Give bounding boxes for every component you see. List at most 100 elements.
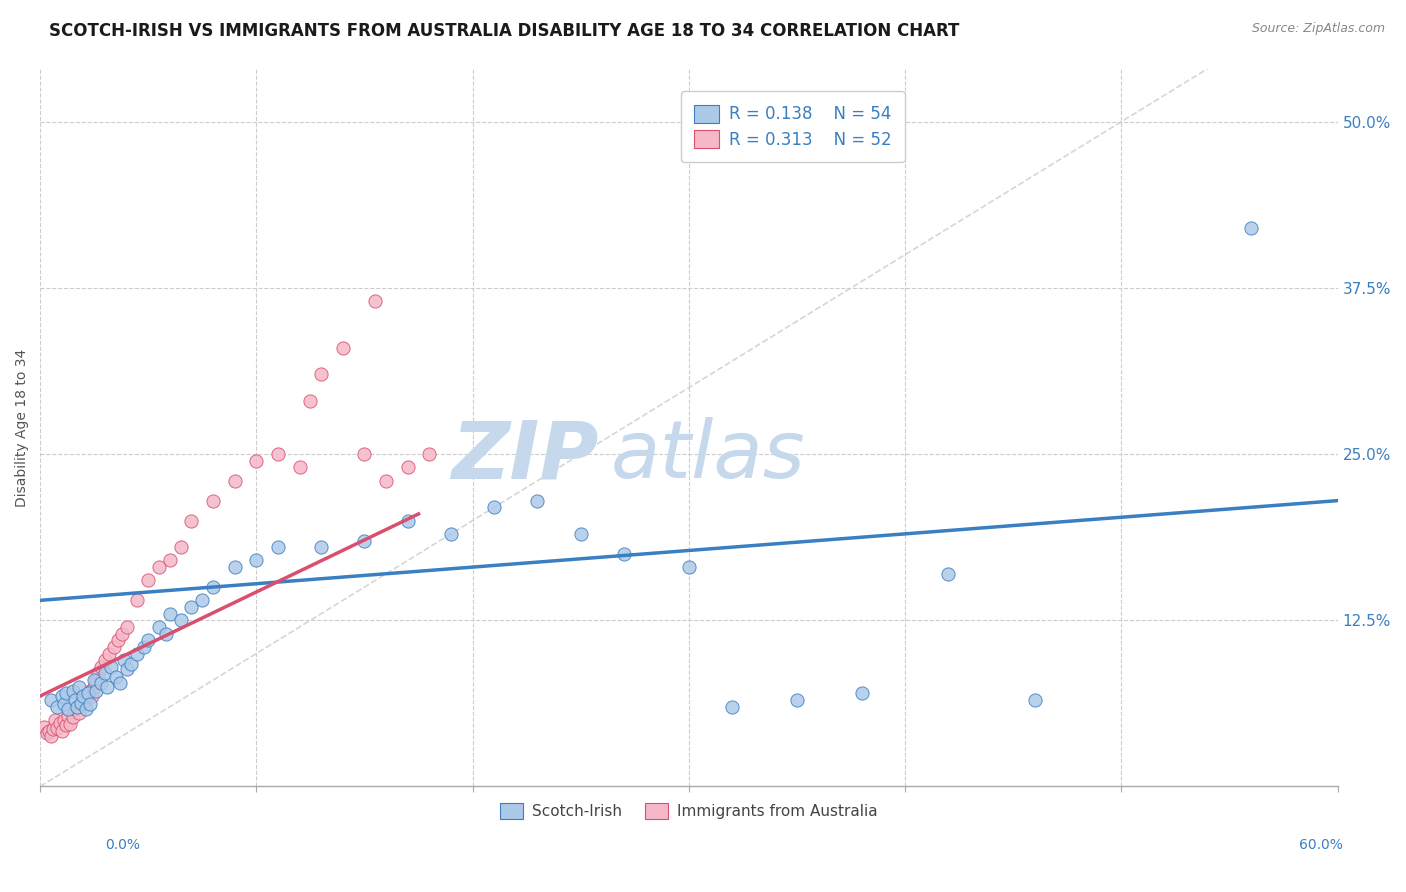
Point [80, 689, 103, 703]
Y-axis label: Disability Age 18 to 34: Disability Age 18 to 34 [15, 349, 30, 507]
Point [114, 653, 136, 667]
Point [63, 702, 86, 716]
Point [1024, 693, 1046, 707]
Point [72, 689, 94, 703]
Point [440, 526, 463, 541]
Point [418, 447, 440, 461]
Point [63, 693, 86, 707]
Point [94, 666, 117, 681]
Point [353, 447, 375, 461]
Point [39, 729, 62, 743]
Point [127, 647, 149, 661]
Text: 60.0%: 60.0% [1299, 838, 1343, 852]
Point [148, 560, 170, 574]
Point [104, 670, 127, 684]
Point [613, 547, 636, 561]
Point [170, 613, 193, 627]
Point [484, 500, 506, 515]
Point [46, 721, 69, 735]
Point [98, 647, 121, 661]
Point [79, 683, 101, 698]
Point [159, 553, 181, 567]
Point [1240, 221, 1263, 235]
Point [288, 460, 311, 475]
Point [100, 660, 122, 674]
Point [180, 514, 202, 528]
Point [721, 699, 744, 714]
Point [48, 715, 70, 730]
Point [353, 533, 375, 548]
Point [62, 683, 84, 698]
Point [83, 680, 105, 694]
Point [87, 666, 110, 681]
Point [396, 514, 419, 528]
Text: ZIP: ZIP [451, 417, 598, 495]
Point [224, 474, 246, 488]
Point [107, 633, 129, 648]
Point [299, 393, 322, 408]
Point [159, 607, 181, 621]
Point [155, 626, 177, 640]
Point [55, 686, 77, 700]
Point [35, 726, 58, 740]
Point [851, 686, 873, 700]
Point [52, 697, 75, 711]
Point [108, 675, 131, 690]
Point [526, 493, 548, 508]
Point [86, 683, 108, 698]
Point [72, 689, 94, 703]
Point [42, 723, 65, 737]
Point [375, 474, 398, 488]
Text: atlas: atlas [612, 417, 806, 495]
Point [245, 454, 267, 468]
Point [52, 713, 75, 727]
Point [70, 696, 93, 710]
Point [136, 574, 159, 588]
Point [79, 697, 101, 711]
Point [86, 673, 108, 687]
Point [396, 460, 419, 475]
Point [115, 620, 138, 634]
Point [90, 660, 112, 674]
Point [191, 593, 214, 607]
Point [180, 599, 202, 614]
Point [148, 620, 170, 634]
Point [678, 560, 700, 574]
Point [46, 699, 69, 714]
Point [224, 560, 246, 574]
Point [39, 693, 62, 707]
Point [245, 553, 267, 567]
Point [332, 341, 354, 355]
Point [55, 718, 77, 732]
Point [66, 699, 89, 714]
Point [59, 717, 82, 731]
Point [67, 680, 90, 694]
Point [75, 693, 97, 707]
Point [62, 710, 84, 724]
Point [202, 580, 225, 594]
Point [76, 686, 98, 700]
Point [76, 686, 98, 700]
Point [34, 720, 56, 734]
Point [83, 673, 105, 687]
Point [267, 447, 290, 461]
Point [70, 697, 93, 711]
Point [103, 640, 125, 654]
Point [96, 680, 118, 694]
Legend: Scotch-Irish, Immigrants from Australia: Scotch-Irish, Immigrants from Australia [494, 797, 884, 825]
Point [136, 633, 159, 648]
Point [58, 709, 80, 723]
Text: 0.0%: 0.0% [105, 838, 141, 852]
Point [51, 689, 73, 703]
Text: SCOTCH-IRISH VS IMMIGRANTS FROM AUSTRALIA DISABILITY AGE 18 TO 34 CORRELATION CH: SCOTCH-IRISH VS IMMIGRANTS FROM AUSTRALI… [49, 22, 959, 40]
Point [115, 663, 138, 677]
Point [938, 566, 960, 581]
Point [51, 723, 73, 738]
Point [58, 702, 80, 716]
Point [364, 294, 387, 309]
Point [569, 526, 592, 541]
Point [267, 540, 290, 554]
Point [786, 693, 808, 707]
Text: Source: ZipAtlas.com: Source: ZipAtlas.com [1251, 22, 1385, 36]
Point [94, 653, 117, 667]
